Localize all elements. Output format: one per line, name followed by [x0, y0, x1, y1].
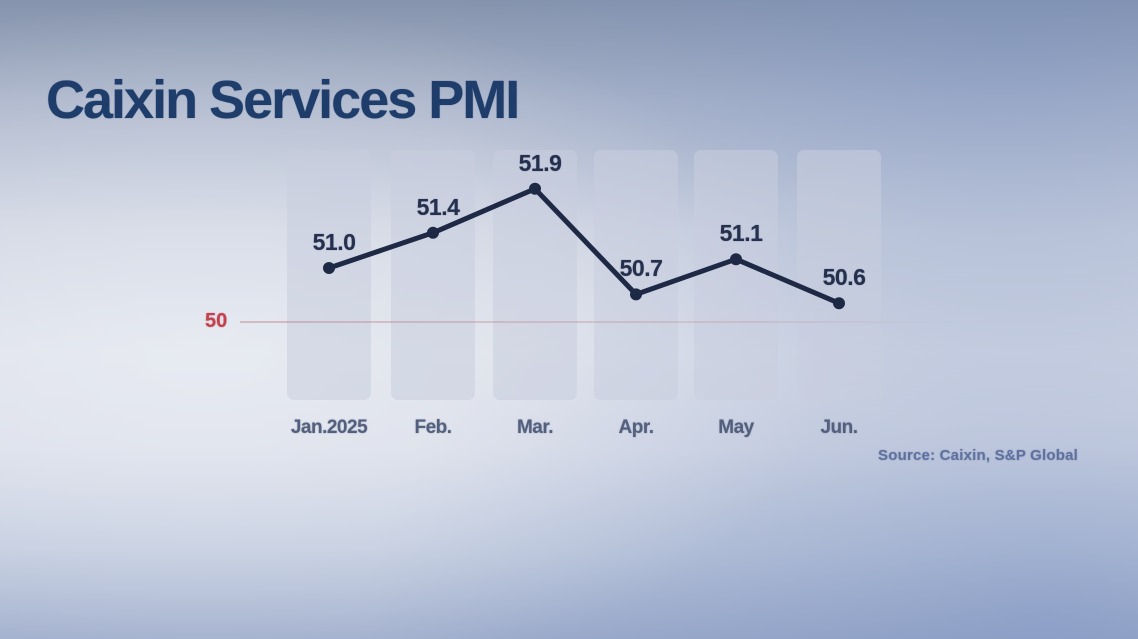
- month-label: Jun.: [820, 417, 858, 438]
- month-label: Mar.: [516, 417, 554, 438]
- month-band-6: [797, 150, 881, 400]
- source-credit: Source: Caixin, S&P Global: [878, 447, 1078, 464]
- value-label: 51.1: [719, 220, 763, 247]
- month-band-5: [694, 150, 778, 400]
- value-label: 51.0: [312, 229, 356, 255]
- month-band-2: [391, 150, 475, 400]
- month-label: Apr.: [618, 417, 654, 438]
- data-point-Jun.: [833, 297, 845, 310]
- data-point-Jan.2025: [323, 262, 335, 274]
- month-label: Feb.: [414, 417, 452, 438]
- month-label: Jan.2025: [290, 417, 368, 438]
- month-label: May: [718, 417, 754, 438]
- value-label: 50.7: [619, 255, 663, 282]
- baseline-50-line: [240, 321, 956, 323]
- value-label: 50.6: [822, 264, 866, 291]
- value-label: 51.4: [416, 193, 460, 220]
- baseline-50-label: 50: [205, 310, 228, 332]
- data-point-Feb.: [427, 226, 439, 239]
- data-point-Apr.: [630, 288, 642, 301]
- month-band-1: [287, 150, 371, 400]
- pmi-series-line: [326, 186, 842, 306]
- data-point-May: [730, 253, 742, 266]
- data-point-Mar.: [529, 182, 541, 195]
- month-band-4: [594, 150, 678, 400]
- value-label: 51.9: [518, 149, 562, 176]
- chart-title: Caixin Services PMI: [46, 70, 520, 130]
